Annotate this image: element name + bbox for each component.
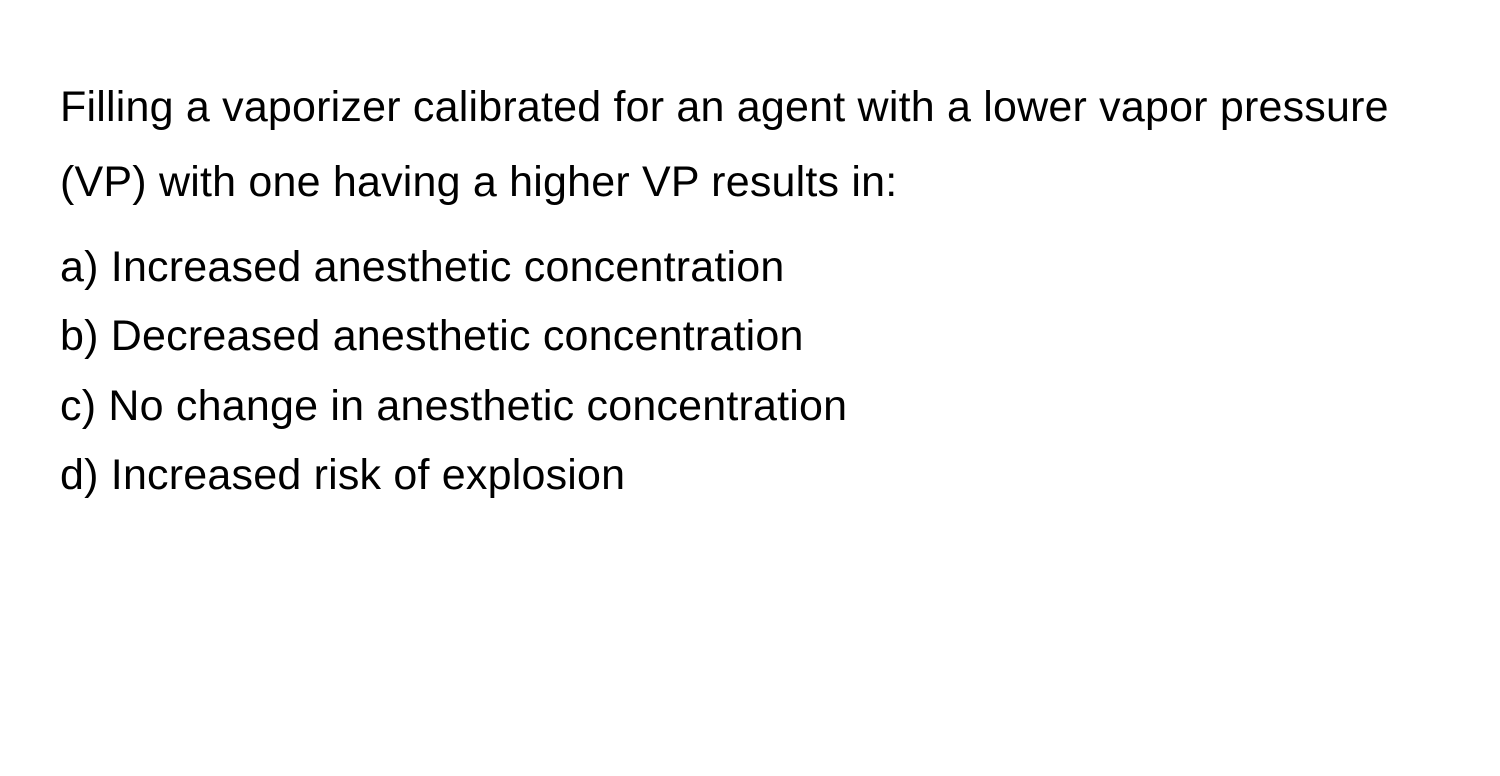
question-container: Filling a vaporizer calibrated for an ag… (0, 0, 1500, 511)
option-b: b) Decreased anesthetic concentration (60, 302, 1440, 372)
option-d: d) Increased risk of explosion (60, 441, 1440, 511)
option-a-text: Increased anesthetic concentration (111, 243, 785, 291)
question-options: a) Increased anesthetic concentration b)… (60, 233, 1440, 512)
option-a: a) Increased anesthetic concentration (60, 233, 1440, 303)
option-c: c) No change in anesthetic concentration (60, 372, 1440, 442)
option-d-text: Increased risk of explosion (111, 451, 626, 499)
option-c-label: c) (60, 382, 96, 430)
option-a-label: a) (60, 243, 99, 291)
option-c-text: No change in anesthetic concentration (108, 382, 847, 430)
option-b-text: Decreased anesthetic concentration (111, 312, 804, 360)
question-stem: Filling a vaporizer calibrated for an ag… (60, 70, 1440, 221)
option-b-label: b) (60, 312, 99, 360)
option-d-label: d) (60, 451, 99, 499)
